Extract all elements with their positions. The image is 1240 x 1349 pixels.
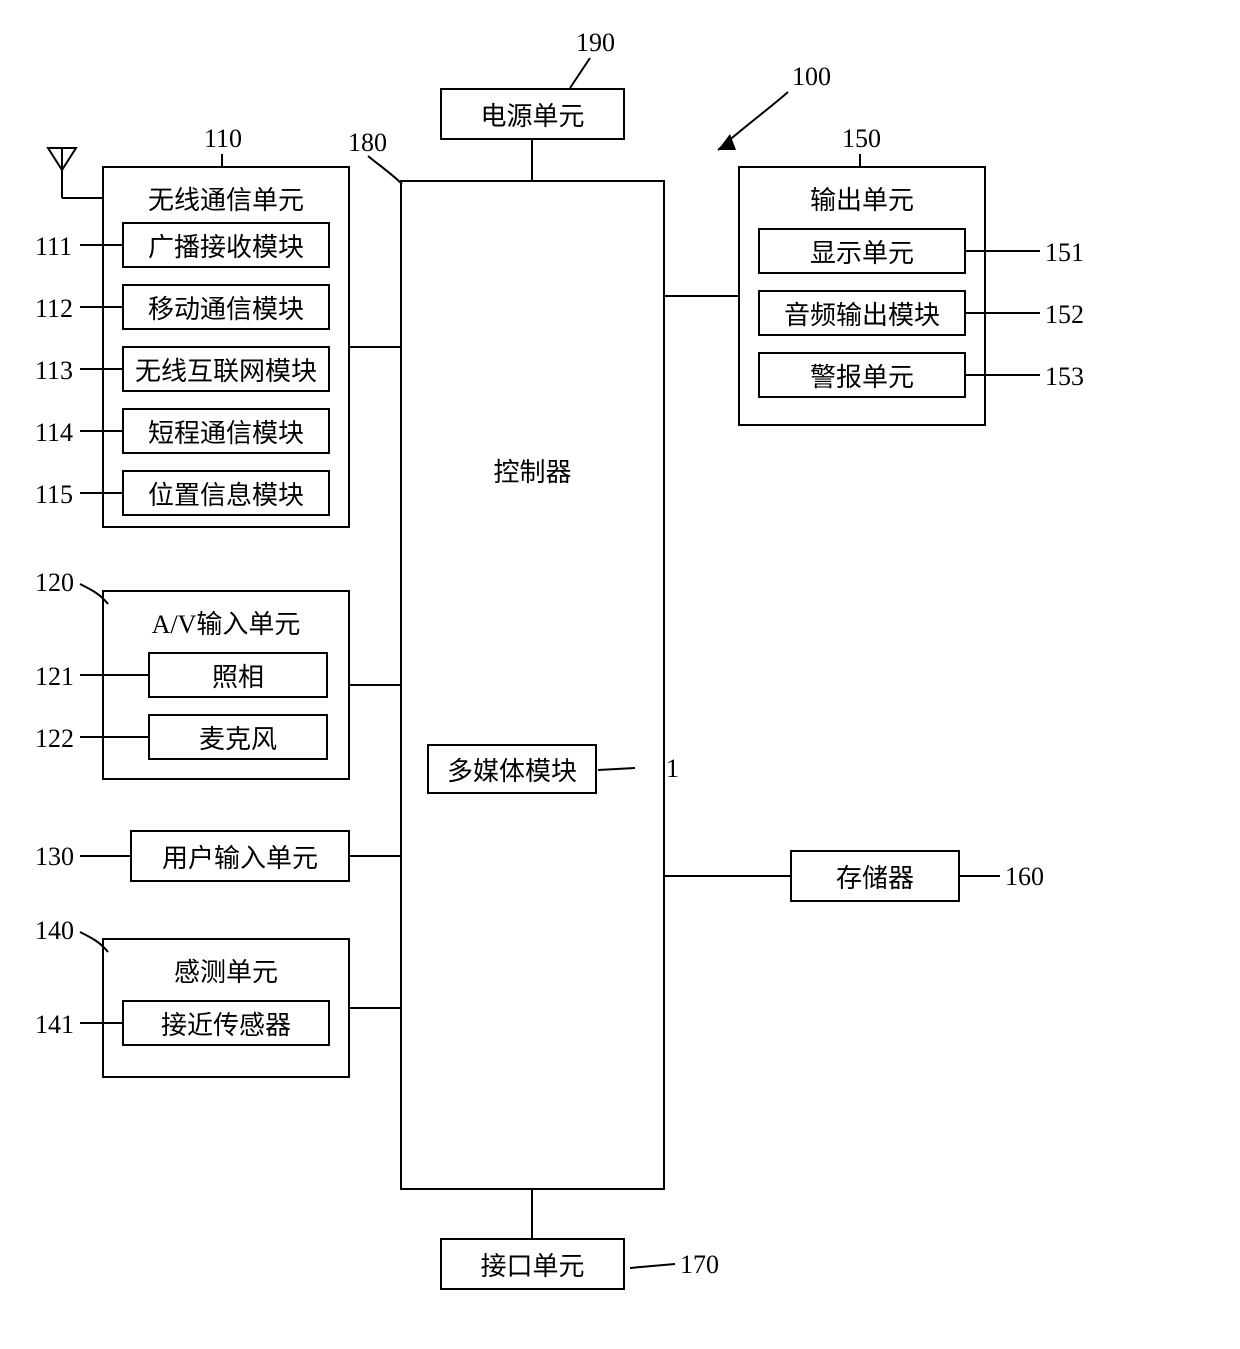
memory: 存储器 — [790, 850, 960, 902]
wireless-internet-label: 无线互联网模块 — [135, 351, 317, 388]
av-input-title: A/V输入单元 — [104, 592, 348, 649]
ref-140: 140 — [35, 916, 74, 946]
multimedia-label: 多媒体模块 — [447, 751, 577, 788]
ref-153: 153 — [1045, 362, 1084, 392]
power-supply-label: 电源单元 — [480, 96, 584, 133]
ref-151: 151 — [1045, 238, 1084, 268]
location-info-module: 位置信息模块 — [122, 470, 330, 516]
controller: 控制器 多媒体模块 — [400, 180, 665, 1190]
audio-out-label: 音频输出模块 — [784, 295, 940, 332]
interface-unit: 接口单元 — [440, 1238, 625, 1290]
ref-100: 100 — [792, 62, 831, 92]
ref-160: 160 — [1005, 862, 1044, 892]
ref-120: 120 — [35, 568, 74, 598]
ref-152: 152 — [1045, 300, 1084, 330]
ref-122: 122 — [35, 724, 74, 754]
proximity-sensor: 接近传感器 — [122, 1000, 330, 1046]
camera-label: 照相 — [212, 657, 264, 694]
audio-output-module: 音频输出模块 — [758, 290, 966, 336]
broadcast-receive-module: 广播接收模块 — [122, 222, 330, 268]
ref-111: 111 — [35, 232, 72, 262]
ref-113: 113 — [35, 356, 73, 386]
location-info-label: 位置信息模块 — [148, 475, 304, 512]
broadcast-rx-label: 广播接收模块 — [148, 227, 304, 264]
mobile-comm-label: 移动通信模块 — [148, 289, 304, 326]
alarm-unit: 警报单元 — [758, 352, 966, 398]
ref-141: 141 — [35, 1010, 74, 1040]
memory-label: 存储器 — [836, 858, 914, 895]
ref-150: 150 — [842, 124, 881, 154]
ref-114: 114 — [35, 418, 73, 448]
controller-label: 控制器 — [402, 452, 663, 489]
user-input-label: 用户输入单元 — [162, 838, 318, 875]
ref-190: 190 — [576, 28, 615, 58]
wireless-internet-module: 无线互联网模块 — [122, 346, 330, 392]
display-label: 显示单元 — [810, 233, 914, 270]
wireless-comm-title: 无线通信单元 — [104, 168, 348, 225]
ref-110: 110 — [204, 124, 242, 154]
interface-label: 接口单元 — [480, 1246, 584, 1283]
display-unit: 显示单元 — [758, 228, 966, 274]
short-range-label: 短程通信模块 — [148, 413, 304, 450]
ref-130: 130 — [35, 842, 74, 872]
camera-module: 照相 — [148, 652, 328, 698]
ref-112: 112 — [35, 294, 73, 324]
sensing-title: 感测单元 — [104, 940, 348, 997]
microphone-label: 麦克风 — [199, 719, 277, 756]
mobile-comm-module: 移动通信模块 — [122, 284, 330, 330]
ref-180: 180 — [348, 128, 387, 158]
proximity-label: 接近传感器 — [161, 1005, 291, 1042]
power-supply-unit: 电源单元 — [440, 88, 625, 140]
user-input-unit: 用户输入单元 — [130, 830, 350, 882]
alarm-label: 警报单元 — [810, 357, 914, 394]
output-title: 输出单元 — [740, 168, 984, 225]
short-range-comm-module: 短程通信模块 — [122, 408, 330, 454]
ref-115: 115 — [35, 480, 73, 510]
multimedia-module: 多媒体模块 — [427, 744, 597, 794]
ref-170: 170 — [680, 1250, 719, 1280]
microphone-module: 麦克风 — [148, 714, 328, 760]
ref-121: 121 — [35, 662, 74, 692]
